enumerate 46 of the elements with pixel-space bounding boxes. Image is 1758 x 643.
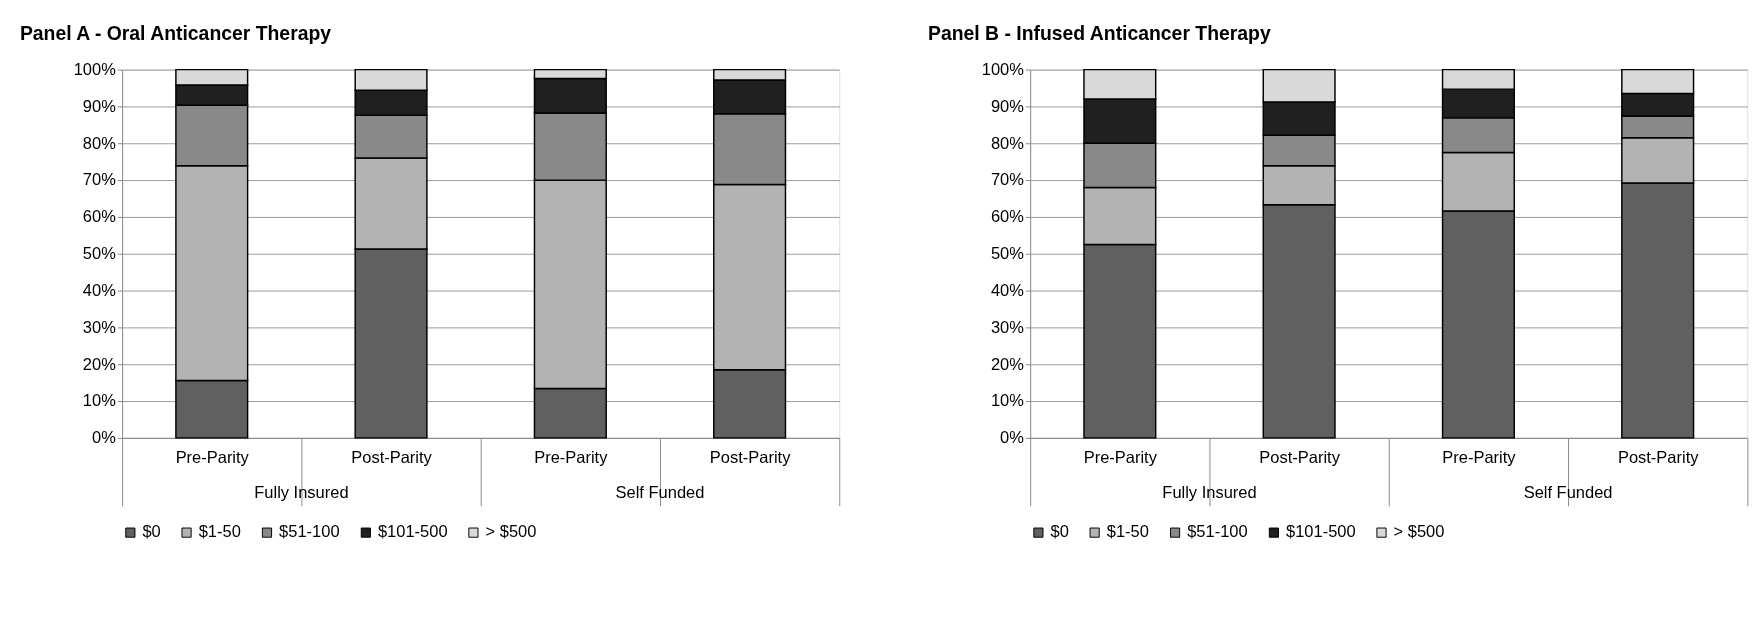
y-tick-label: 0% — [92, 428, 117, 447]
y-tick-label: 60% — [82, 207, 117, 226]
legend-label: $101-500 — [377, 522, 448, 541]
y-tick-label: 10% — [82, 391, 117, 410]
y-tick-label: 30% — [990, 317, 1025, 336]
legend-label: > $500 — [485, 522, 537, 541]
x-tick-label: Pre-Parity — [534, 447, 609, 466]
x-tick-label: Post-Parity — [351, 447, 433, 466]
y-tick-label: 90% — [990, 96, 1025, 115]
legend-label: $0 — [142, 522, 161, 541]
text: Self Funded — [1523, 482, 1613, 501]
y-tick-label: 10% — [990, 391, 1025, 410]
y-tick-label: 50% — [990, 244, 1025, 263]
y-tick-label: 100% — [73, 59, 117, 78]
legend-label: $1-50 — [198, 522, 241, 541]
y-tick-label: 70% — [82, 170, 117, 189]
text: Fully Insured — [1162, 482, 1257, 501]
y-tick-label: 100% — [981, 59, 1025, 78]
x-tick-label: Pre-Parity — [175, 447, 250, 466]
x-tick-label: Post-Parity — [1259, 447, 1341, 466]
y-tick-label: 30% — [82, 317, 117, 336]
y-tick-label: 70% — [990, 170, 1025, 189]
chart-title: Panel B - Infused Anticancer Therapy — [927, 21, 1271, 44]
y-tick-label: 80% — [990, 133, 1025, 152]
legend-label: $1-50 — [1106, 522, 1149, 541]
y-tick-label: 0% — [1000, 428, 1025, 447]
text: Self Funded — [615, 482, 705, 501]
legend-label: $51-100 — [1187, 522, 1248, 541]
x-tick-label: Post-Parity — [1617, 447, 1700, 466]
legend-label: $0 — [1050, 522, 1069, 541]
y-tick-label: 80% — [82, 133, 117, 152]
legend-label: > $500 — [1393, 522, 1445, 541]
y-tick-label: 90% — [82, 96, 117, 115]
y-tick-label: 60% — [990, 207, 1025, 226]
x-tick-label: Pre-Parity — [1083, 447, 1158, 466]
y-tick-label: 40% — [82, 280, 117, 299]
chart-title: Panel A - Oral Anticancer Therapy — [19, 21, 332, 44]
legend-label: $101-500 — [1286, 522, 1356, 541]
y-tick-label: 50% — [82, 244, 117, 263]
y-tick-label: 40% — [990, 280, 1025, 299]
y-tick-label: 20% — [82, 354, 117, 373]
x-tick-label: Post-Parity — [709, 447, 792, 466]
legend-label: $51-100 — [279, 522, 340, 541]
text: Fully Insured — [254, 482, 349, 501]
y-tick-label: 20% — [990, 354, 1025, 373]
x-tick-label: Pre-Parity — [1442, 447, 1517, 466]
